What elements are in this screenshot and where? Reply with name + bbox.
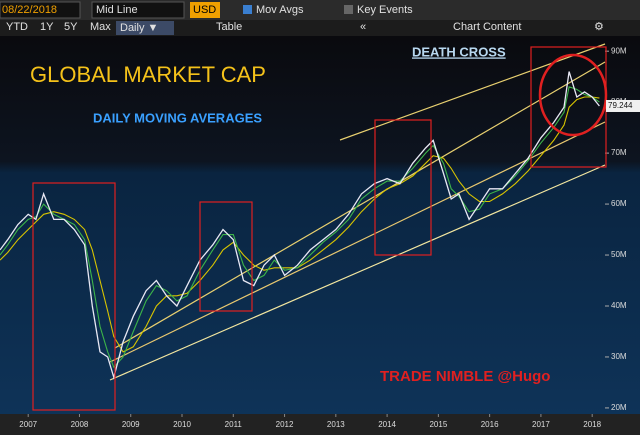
x-tick-label: 2013	[327, 420, 345, 429]
mov-avgs[interactable]: Mov Avgs	[256, 4, 304, 16]
line-type: Mid Line	[96, 4, 138, 16]
y-tick-label: 40M	[611, 301, 627, 310]
currency: USD	[193, 4, 216, 16]
currency-box[interactable]	[190, 2, 220, 18]
x-tick-label: 2015	[429, 420, 447, 429]
chart-content[interactable]: Chart Content	[453, 21, 521, 33]
highlight-box	[199, 201, 253, 312]
settings-icon[interactable]: ⚙	[594, 21, 604, 33]
last-value-label: 79.244	[608, 101, 633, 110]
x-tick-label: 2008	[71, 420, 89, 429]
y-tick-label: 90M	[611, 46, 627, 55]
x-tick-label: 2007	[19, 420, 37, 429]
chart-subtitle: DAILY MOVING AVERAGES	[93, 110, 262, 125]
channel-lines	[109, 43, 606, 381]
y-tick-label: 20M	[611, 403, 627, 412]
annotation: DEATH CROSS	[412, 44, 506, 59]
x-tick-label: 2018	[583, 420, 601, 429]
trend-line	[114, 61, 606, 349]
trend-line	[109, 164, 606, 381]
period[interactable]: 1Y	[40, 21, 54, 33]
plot-background	[0, 36, 640, 416]
x-tick-label: 2017	[532, 420, 550, 429]
highlight-circle	[538, 53, 608, 137]
period[interactable]: Max	[90, 21, 111, 33]
date-box[interactable]	[0, 1, 81, 19]
checkbox[interactable]	[243, 5, 252, 14]
x-tick-label: 2012	[276, 420, 294, 429]
chart-title: GLOBAL MARKET CAP	[30, 62, 266, 87]
period[interactable]: 5Y	[64, 21, 78, 33]
x-tick-label: 2010	[173, 420, 191, 429]
frequency-box[interactable]	[116, 21, 174, 35]
last-value-tag	[606, 99, 640, 112]
y-tick-label: 70M	[611, 148, 627, 157]
line-type-box[interactable]	[91, 1, 185, 19]
frequency[interactable]: Daily ▼	[120, 22, 158, 34]
y-tick-label: 60M	[611, 199, 627, 208]
highlight-box	[374, 119, 432, 256]
date: 08/22/2018	[2, 4, 57, 16]
highlight-box	[32, 182, 116, 411]
key-events[interactable]: Key Events	[357, 4, 413, 16]
trend-line	[109, 121, 606, 363]
y-tick-label: 50M	[611, 250, 627, 259]
annotation: TRADE NIMBLE @Hugo	[380, 368, 550, 385]
highlight-boxes	[32, 46, 608, 411]
x-axis-strip	[0, 414, 640, 435]
period[interactable]: YTD	[6, 21, 28, 33]
series-line	[0, 71, 600, 380]
table[interactable]: Table	[216, 21, 242, 33]
trend-line	[339, 43, 606, 141]
x-tick-label: 2016	[481, 420, 499, 429]
x-tick-label: 2014	[378, 420, 396, 429]
collapse-icon[interactable]: «	[360, 21, 366, 33]
y-tick-label: 30M	[611, 352, 627, 361]
x-tick-label: 2011	[225, 420, 243, 429]
checkbox[interactable]	[344, 5, 353, 14]
series-line	[0, 96, 600, 353]
x-tick-label: 2009	[122, 420, 140, 429]
